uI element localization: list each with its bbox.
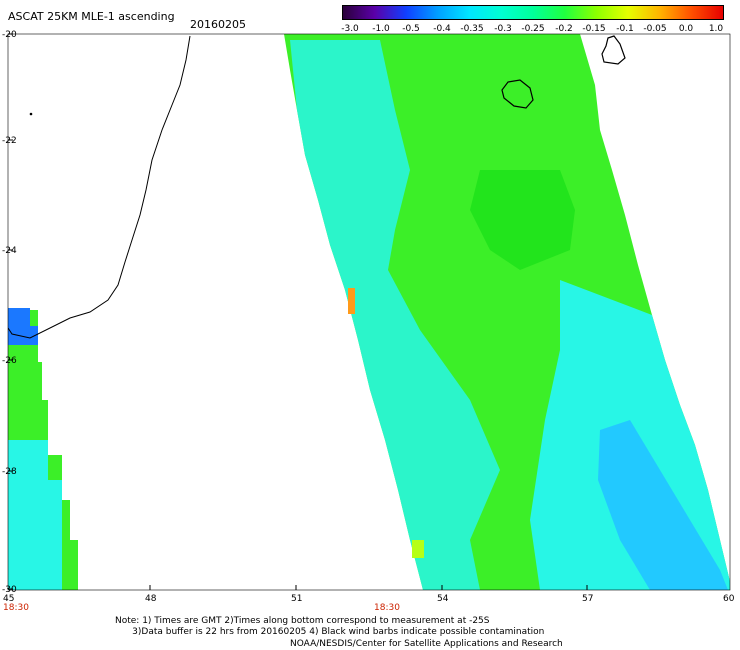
color-scale-label: -0.4 [433,24,451,34]
lat-label-28: -28 [2,467,17,477]
main-swath-blue-region [598,420,728,590]
left-swath-cyan-patch [8,440,62,590]
main-swath-cyan-left [290,40,500,590]
madagascar-coastline [8,35,191,339]
lon-label-54: 54 [437,594,449,604]
mauritius-island-coastline [601,35,626,65]
color-scale-label: 1.0 [708,24,724,34]
lat-label-22: -22 [2,136,17,146]
color-scale-label: -0.15 [582,24,606,34]
map-frame [7,33,731,591]
longitude-axis: 45 48 51 54 57 60 18:30 18:30 [3,585,735,613]
lat-label-20: -20 [2,30,17,40]
lon-label-45: 45 [3,594,14,604]
lon-label-57: 57 [582,594,593,604]
color-scale-label: -0.05 [643,24,667,34]
color-scale-label: -0.35 [460,24,484,34]
color-scale-label: -0.5 [402,24,420,34]
color-scale-label: -0.2 [555,24,573,34]
left-swath-blue-patch [8,308,38,345]
lat-label-26: -26 [2,356,17,366]
color-scale: -3.0 -1.0 -0.5 -0.4 -0.35 -0.3 -0.25 -0.2 -0.15-… [341,5,724,35]
lat-label-24: -24 [2,246,17,256]
time-label-right: 18:30 [374,603,400,613]
reunion-island-coastline [501,79,534,109]
color-scale-label: -0.3 [494,24,512,34]
main-swath-green-core [470,170,575,270]
color-scale-bar [342,5,724,20]
map-date: 20160205 [190,18,246,31]
latitude-axis: -20 -22 -24 -26 -28 -30 [2,30,17,595]
color-scale-label: -0.1 [616,24,634,34]
lon-label-48: 48 [145,594,157,604]
color-scale-label: -3.0 [341,24,359,34]
footer-credit: NOAA/NESDIS/Center for Satellite Applica… [290,639,563,649]
main-swath-orange-spot [348,288,355,314]
lat-label-30: -30 [2,585,17,595]
main-swath-yellow-spot [412,540,424,558]
small-island-marker [29,112,33,116]
footer-note: Note: 1) Times are GMT 2)Times along bot… [115,616,545,637]
lon-label-60: 60 [723,594,735,604]
lon-label-51: 51 [291,594,302,604]
time-label-left: 18:30 [3,603,29,613]
map-title: ASCAT 25KM MLE-1 ascending [8,10,175,23]
color-scale-label: -0.25 [521,24,545,34]
color-scale-label: 0.0 [678,24,694,34]
color-scale-label: -1.0 [372,24,390,34]
